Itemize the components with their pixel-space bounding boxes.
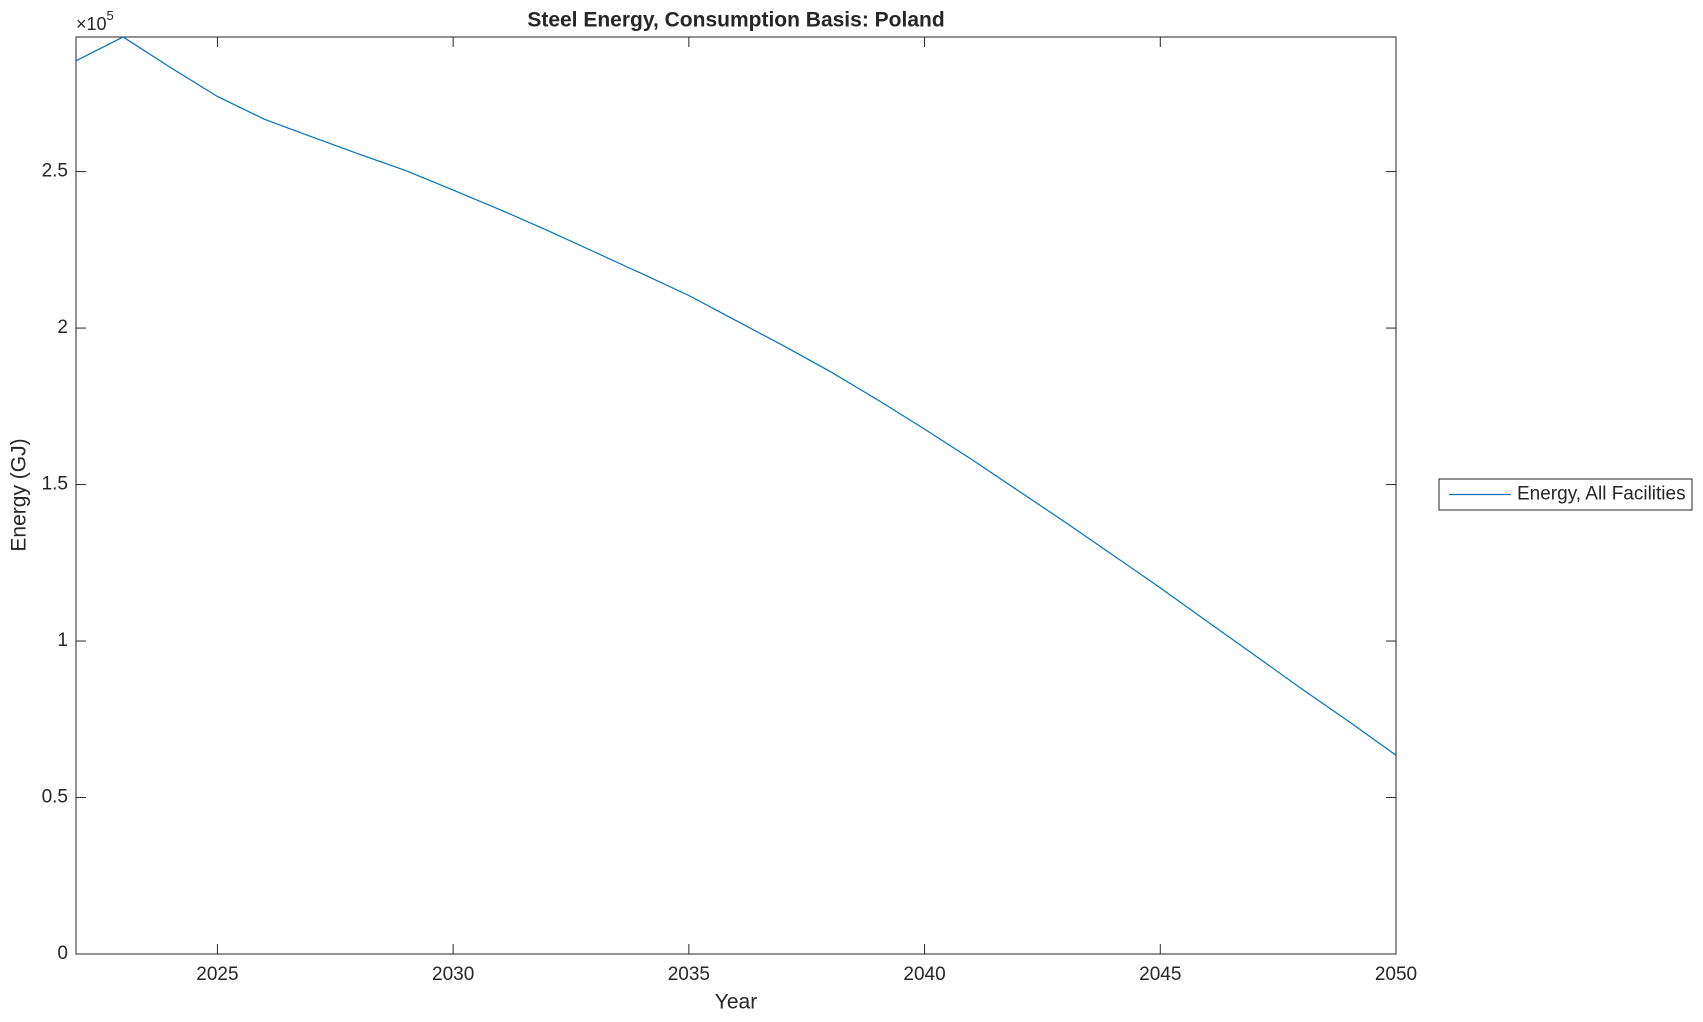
y-tick-label: 0.5 bbox=[42, 787, 68, 808]
y-multiplier-base: ×10 bbox=[76, 14, 107, 34]
x-tick-label: 2030 bbox=[432, 964, 474, 985]
x-axis-label: Year bbox=[715, 991, 757, 1014]
x-tick-label: 2050 bbox=[1375, 964, 1417, 985]
y-tick-label: 2.5 bbox=[42, 161, 68, 182]
legend-label: Energy, All Facilities bbox=[1517, 484, 1686, 505]
y-multiplier: ×105 bbox=[76, 8, 114, 33]
x-tick-label: 2035 bbox=[668, 964, 710, 985]
chart-title: Steel Energy, Consumption Basis: Poland bbox=[527, 9, 944, 32]
x-tick-label: 2025 bbox=[196, 964, 238, 985]
y-tick-label: 1.5 bbox=[42, 474, 68, 495]
y-multiplier-exponent: 5 bbox=[107, 8, 114, 23]
plot-frame bbox=[75, 36, 1397, 955]
y-tick-label: 1 bbox=[57, 630, 68, 651]
x-tick-label: 2040 bbox=[903, 964, 945, 985]
y-tick-label: 2 bbox=[57, 317, 68, 338]
data-line bbox=[75, 36, 1397, 756]
legend: Energy, All Facilities bbox=[1438, 478, 1693, 511]
y-axis-label: Energy (GJ) bbox=[8, 438, 31, 551]
y-tick-label: 0 bbox=[57, 943, 68, 964]
x-tick-label: 2045 bbox=[1139, 964, 1181, 985]
